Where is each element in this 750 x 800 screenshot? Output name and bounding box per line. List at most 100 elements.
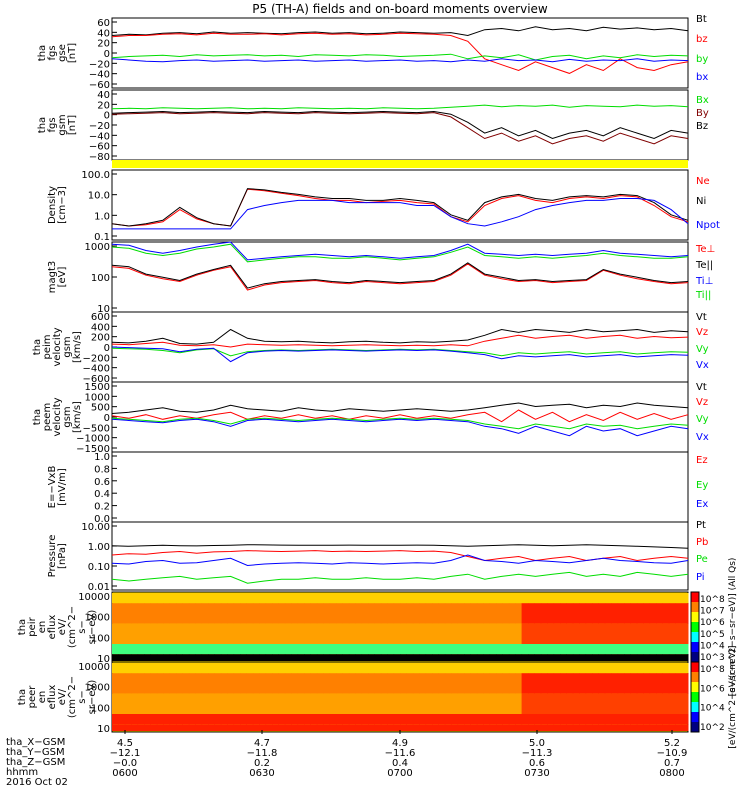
spectrogram-cell	[400, 663, 407, 674]
spectrogram-cell	[624, 623, 631, 644]
y-tick-label: 1000	[85, 242, 110, 253]
panel-frame	[111, 451, 689, 523]
panel-frame	[111, 89, 689, 161]
spectrogram-cell	[400, 603, 407, 624]
spectrogram-cell	[412, 603, 420, 624]
spectrogram-cell	[220, 724, 228, 731]
spectrogram-cell	[400, 593, 407, 604]
spectrogram-cell	[470, 673, 478, 694]
spectrogram-cell	[355, 654, 363, 661]
spectrogram-cell	[169, 603, 177, 624]
spectrogram-cell	[329, 654, 337, 661]
series-line-Npot	[112, 198, 689, 230]
colorbar-segment	[691, 692, 699, 703]
spectrogram-cell	[355, 663, 363, 674]
spectrogram-cell	[291, 623, 299, 644]
colorbar-label: [eV/(cm^2−s−sr−eV)] (All Qs)	[728, 558, 738, 697]
spectrogram-cell	[323, 714, 331, 725]
series-line-Bx	[111, 104, 689, 110]
spectrogram-cell	[265, 673, 273, 694]
spectrogram-cell	[259, 693, 267, 714]
spectrogram-cell	[272, 724, 279, 731]
colorbar-segment	[691, 592, 699, 603]
spectrogram-cell	[304, 693, 311, 714]
spectrogram-cell	[451, 714, 459, 725]
spectrogram-cell	[176, 603, 183, 624]
spectrogram-cell	[163, 593, 171, 604]
spectrogram-cell	[662, 673, 670, 694]
x-tick-label: 0630	[249, 768, 274, 779]
legend-label: Ez	[696, 455, 708, 466]
spectrogram-cell	[502, 714, 510, 725]
spectrogram-cell	[534, 673, 542, 694]
spectrogram-cell	[342, 724, 350, 731]
spectrogram-cell	[579, 644, 587, 655]
spectrogram-cell	[297, 593, 305, 604]
colorbar-tick-label: 10^8	[700, 595, 725, 605]
spectrogram-cell	[259, 593, 267, 604]
spectrogram-cell	[316, 644, 324, 655]
spectrogram-cell	[208, 623, 215, 644]
y-axis-label: eflux	[47, 615, 58, 640]
spectrogram-cell	[592, 724, 599, 731]
spectrogram-cell	[393, 644, 401, 655]
spectrogram-cell	[560, 654, 567, 661]
x-tick-label: 0700	[387, 768, 412, 779]
y-axis-label: tha	[17, 689, 28, 705]
spectrogram-cell	[540, 693, 548, 714]
series-line-Ti⊥	[111, 241, 689, 261]
spectrogram-cell	[233, 693, 241, 714]
spectrogram-cell	[604, 644, 612, 655]
spectrogram-cell	[316, 673, 324, 694]
spectrogram-cell	[348, 693, 356, 714]
spectrogram-cell	[144, 654, 151, 661]
spectrogram-cell	[176, 673, 183, 694]
series-line-bz	[111, 32, 689, 74]
spectrogram-cell	[662, 714, 670, 725]
spectrogram-cell	[470, 603, 478, 624]
spectrogram-cell	[278, 724, 286, 731]
spectrogram-cell	[214, 654, 222, 661]
series-line-Pe	[111, 571, 689, 584]
spectrogram-cell	[150, 724, 158, 731]
spectrogram-cell	[387, 663, 395, 674]
spectrogram-cell	[521, 714, 529, 725]
spectrogram-cell	[425, 644, 433, 655]
spectrogram-cell	[636, 693, 644, 714]
spectrogram-cell	[336, 673, 343, 694]
spectrogram-cell	[246, 663, 254, 674]
spectrogram-cell	[265, 714, 273, 725]
spectrogram-cell	[438, 644, 446, 655]
spectrogram-cell	[144, 593, 151, 604]
spectrogram-cell	[464, 603, 471, 624]
spectrogram-cell	[336, 654, 343, 661]
spectrogram-cell	[668, 673, 676, 694]
colorbar-segment	[691, 632, 699, 643]
series-line-Pi	[111, 554, 689, 567]
spectrogram-cell	[496, 714, 503, 725]
spectrogram-cell	[624, 714, 631, 725]
spectrogram-cell	[118, 693, 126, 714]
spectrogram-cell	[470, 714, 478, 725]
spectrogram-cell	[368, 654, 375, 661]
spectrogram-cell	[150, 644, 158, 655]
spectrogram-cell	[176, 714, 183, 725]
spectrogram-cell	[662, 593, 670, 604]
spectrogram-cell	[438, 623, 446, 644]
spectrogram-cell	[201, 714, 209, 725]
spectrogram-cell	[528, 693, 535, 714]
spectrogram-cell	[227, 663, 235, 674]
spectrogram-cell	[457, 693, 465, 714]
spectrogram-cell	[124, 673, 132, 694]
spectrogram-cell	[528, 724, 535, 731]
spectrogram-cell	[195, 654, 203, 661]
spectrogram-cell	[176, 693, 183, 714]
spectrogram-cell	[278, 593, 286, 604]
spectrogram-cell	[380, 603, 388, 624]
panel-frame	[111, 311, 689, 383]
spectrogram-cell	[662, 693, 670, 714]
spectrogram-cell	[272, 693, 279, 714]
y-tick-label: 0.2	[94, 502, 110, 513]
spectrogram-cell	[617, 673, 625, 694]
spectrogram-cell	[156, 673, 164, 694]
